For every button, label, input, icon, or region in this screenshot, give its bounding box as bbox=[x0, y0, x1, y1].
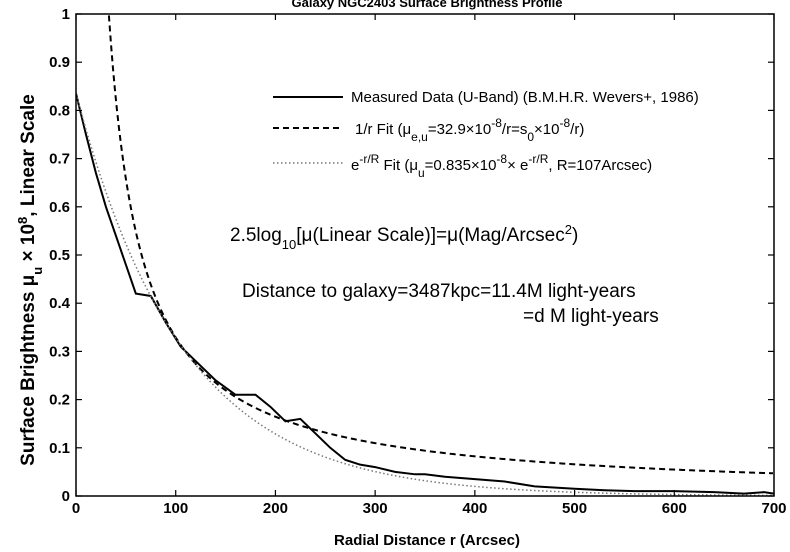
y-tick-label: 0.5 bbox=[49, 247, 70, 264]
y-tick-label: 0 bbox=[62, 488, 70, 505]
y-tick-label: 0.3 bbox=[49, 343, 70, 360]
legend-label-measured: Measured Data (U-Band) (B.M.H.R. Wevers+… bbox=[351, 89, 699, 106]
x-tick-label: 700 bbox=[761, 500, 786, 517]
annotation-magnitude-formula: 2.5log10[μ(Linear Scale)]=μ(Mag/Arcsec2) bbox=[230, 222, 578, 252]
series-line-measured bbox=[76, 93, 774, 495]
y-tick-label: 0.7 bbox=[49, 151, 70, 168]
annotation-distance-line2: =d M light-years bbox=[523, 306, 659, 327]
x-axis-label: Radial Distance r (Arcsec) bbox=[334, 532, 520, 549]
ticks-layer: 0 100 200 300 400 500 600 700 0 0.1 0.2 0.3 0.4 0.5 0.… bbox=[49, 6, 786, 517]
y-tick-label: 1 bbox=[62, 6, 70, 23]
legend-label-inverse-fit: 1/r Fit (μe,u=32.9×10-8/r=s0×10-8/r) bbox=[355, 116, 584, 144]
series-layer bbox=[76, 15, 774, 496]
x-tick-label: 300 bbox=[363, 500, 388, 517]
x-tick-label: 600 bbox=[662, 500, 687, 517]
x-tick-label: 100 bbox=[163, 500, 188, 517]
x-tick-label: 0 bbox=[72, 500, 80, 517]
x-tick-label: 400 bbox=[462, 500, 487, 517]
series-line-inverse bbox=[107, 15, 774, 475]
y-axis-label: Surface Brightness μu × 108, Linear Scal… bbox=[15, 94, 45, 466]
y-tick-label: 0.6 bbox=[49, 199, 70, 216]
y-tick-label: 0.8 bbox=[49, 102, 70, 119]
legend: Measured Data (U-Band) (B.M.H.R. Wevers+… bbox=[273, 89, 699, 180]
series-line-exponential bbox=[76, 93, 774, 496]
y-tick-label: 0.9 bbox=[49, 54, 70, 71]
x-tick-label: 200 bbox=[263, 500, 288, 517]
plot-frame bbox=[75, 13, 775, 497]
annotation-distance-line1: Distance to galaxy=3487kpc=11.4M light-y… bbox=[242, 281, 636, 302]
y-tick-label: 0.1 bbox=[49, 440, 70, 457]
legend-label-exp-fit: e-r/R Fit (μu=0.835×10-8× e-r/R, R=107Ar… bbox=[351, 152, 652, 180]
y-tick-label: 0.4 bbox=[49, 295, 71, 312]
y-tick-label: 0.2 bbox=[49, 392, 70, 409]
x-tick-label: 500 bbox=[562, 500, 587, 517]
chart-title: Galaxy NGC2403 Surface Brightness Profil… bbox=[292, 0, 563, 10]
